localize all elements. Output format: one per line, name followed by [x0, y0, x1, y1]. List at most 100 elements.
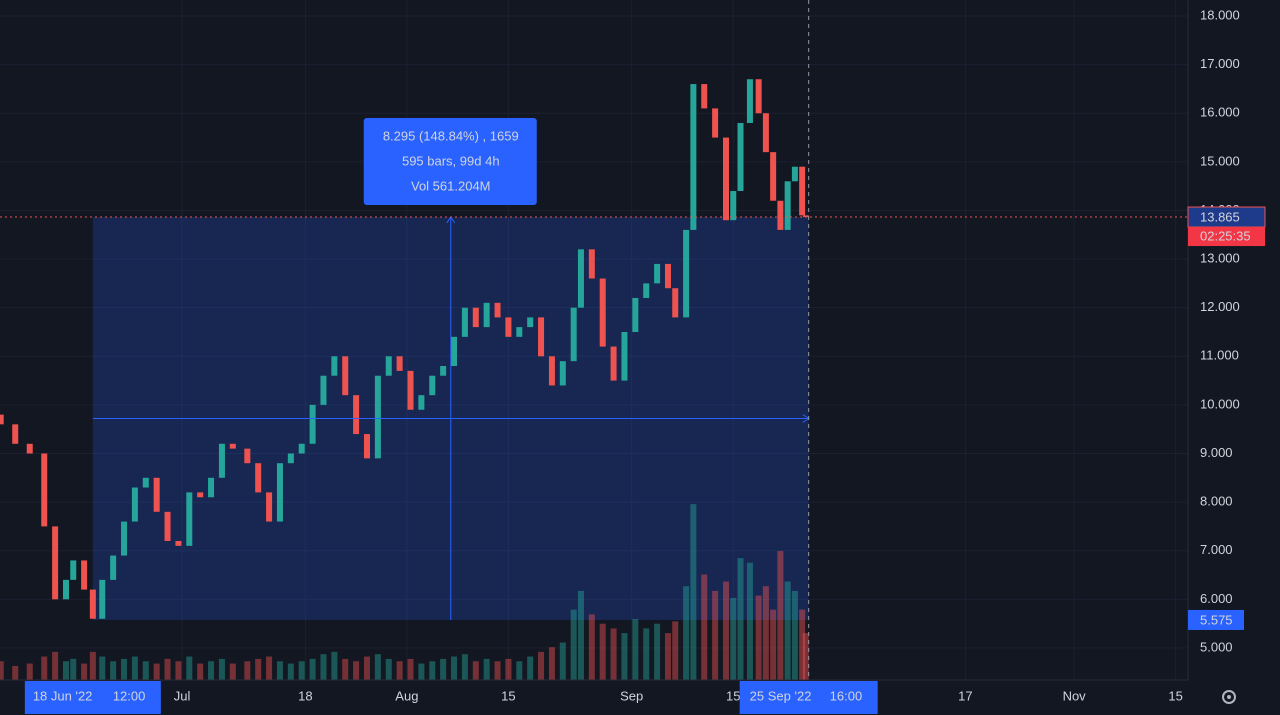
volume-bar — [664, 633, 671, 680]
volume-bar — [577, 590, 584, 680]
candle — [472, 307, 479, 328]
candle — [723, 137, 729, 221]
candle — [527, 317, 534, 328]
candle — [762, 113, 769, 153]
candle — [643, 283, 650, 298]
volume-bar — [737, 558, 744, 680]
candle — [632, 297, 639, 332]
candle — [99, 579, 106, 619]
x-tick-label: Sep — [620, 688, 643, 703]
candle — [538, 317, 545, 357]
volume-bar — [777, 551, 784, 680]
volume-bar — [266, 656, 273, 680]
x-tick-label: 15 — [1168, 688, 1182, 703]
candle — [737, 122, 744, 192]
candle — [701, 84, 708, 109]
candle — [461, 307, 468, 337]
x-tick-label: 18 — [298, 688, 312, 703]
candle — [396, 356, 403, 371]
volume-bar — [175, 661, 182, 680]
candle — [683, 229, 690, 318]
candle — [407, 370, 414, 410]
volume-bar — [723, 581, 729, 680]
volume-bar — [26, 663, 33, 680]
candle — [494, 302, 501, 318]
measure-from-tag — [1188, 609, 1244, 630]
countdown-label: 02:25:35 — [1200, 228, 1251, 243]
candle — [505, 317, 512, 337]
candle — [218, 443, 225, 478]
volume-bar — [505, 658, 512, 680]
y-tick-label: 7.000 — [1200, 542, 1233, 557]
candle — [363, 434, 370, 459]
volume-bar — [791, 590, 798, 680]
settings-icon[interactable] — [1222, 690, 1236, 704]
candle — [429, 375, 436, 396]
candle — [298, 443, 305, 454]
volume-bar — [331, 651, 338, 680]
candle — [802, 215, 809, 218]
y-tick-label: 6.000 — [1200, 591, 1233, 606]
last-price-label: 13.865 — [1200, 209, 1240, 224]
candle — [483, 302, 490, 328]
measure-from-label: 5.575 — [1200, 612, 1233, 627]
volume-bar — [784, 581, 791, 680]
volume-bar — [683, 586, 690, 680]
y-tick-label: 17.000 — [1200, 56, 1240, 71]
volume-bar — [762, 586, 769, 680]
volume-bar — [197, 663, 204, 680]
x-tick-label: Aug — [395, 688, 418, 703]
candle — [342, 356, 349, 396]
candle — [175, 540, 182, 546]
candle — [12, 424, 19, 444]
candle — [52, 526, 59, 600]
candle — [266, 492, 273, 522]
candle — [197, 492, 204, 498]
volume-bar — [186, 656, 193, 680]
x-tick-label: Jul — [174, 688, 191, 703]
volume-bar — [527, 656, 534, 680]
candle — [588, 249, 595, 279]
volume-bar — [81, 663, 88, 680]
candle — [287, 453, 294, 464]
candle — [451, 336, 458, 367]
volume-bar — [99, 656, 106, 680]
volume-bar — [164, 658, 171, 680]
candle — [110, 555, 117, 580]
gear[interactable] — [1222, 690, 1236, 704]
candle — [690, 84, 697, 230]
volume-bar — [599, 623, 606, 680]
volume-bar — [229, 663, 236, 680]
volume-bar — [451, 656, 458, 680]
volume-bar — [121, 658, 128, 680]
start-date-tag — [24, 681, 161, 714]
volume-bar — [396, 661, 403, 680]
candle — [255, 463, 262, 493]
candle — [712, 108, 719, 138]
measure-tooltip-line: 8.295 (148.84%) , 1659 — [383, 128, 519, 143]
gear-center[interactable] — [1227, 695, 1231, 699]
end-date: 25 Sep '22 — [750, 688, 812, 703]
candle — [559, 361, 566, 386]
candle — [81, 560, 88, 590]
y-tick-label: 15.000 — [1200, 153, 1240, 168]
volume-bar — [461, 654, 468, 680]
candle — [755, 79, 762, 114]
end-time: 16:00 — [830, 688, 863, 703]
volume-bar — [385, 658, 392, 680]
candle — [0, 414, 4, 425]
volume-bar — [276, 661, 283, 680]
grid — [0, 0, 1188, 680]
candle — [791, 166, 798, 182]
candle — [153, 477, 160, 512]
volume-bar — [654, 623, 661, 680]
volume-bar — [255, 658, 262, 680]
volume-bar — [244, 661, 251, 680]
volume-bar — [516, 661, 523, 680]
y-tick-label: 18.000 — [1200, 7, 1240, 22]
candle — [41, 453, 48, 527]
candle — [121, 521, 128, 556]
